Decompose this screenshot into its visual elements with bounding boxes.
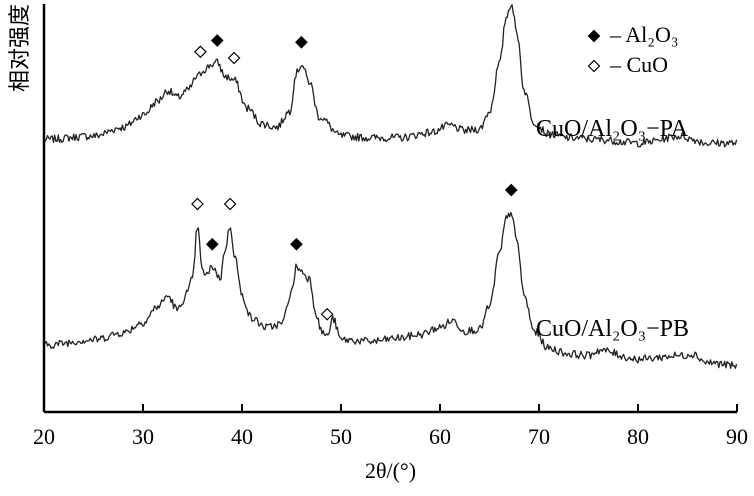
- series-labels: CuO/Al₂O₃−PA CuO/Al₂O₃−PB: [536, 116, 689, 342]
- al2o3-peak-marker: [290, 237, 303, 251]
- y-axis-label: 相对强度: [7, 4, 32, 92]
- legend-label: – Al₂O₃: [609, 22, 679, 47]
- series-layer: [43, 4, 738, 369]
- legend-label: – CuO: [609, 52, 668, 77]
- series-line-1: [43, 4, 738, 148]
- cuo-peak-marker: [320, 307, 334, 321]
- x-tick-label: 30: [132, 424, 154, 449]
- al2o3-peak-marker: [205, 237, 219, 251]
- x-ticks: 20 30 40 50 60 70 80 90: [33, 404, 748, 449]
- al2o3-peak-marker: [504, 183, 518, 197]
- legend: – Al₂O₃ – CuO: [587, 22, 679, 77]
- x-tick-label: 60: [429, 424, 451, 449]
- series-label-2: CuO/Al₂O₃−PB: [536, 316, 689, 342]
- al2o3-peak-marker: [295, 35, 308, 49]
- legend-filled-diamond: [587, 29, 601, 43]
- cuo-peak-marker: [191, 197, 204, 211]
- series-line-2: [43, 211, 738, 369]
- al2o3-peak-marker: [210, 34, 224, 47]
- x-tick-label: 20: [33, 424, 55, 449]
- x-tick-label: 90: [726, 424, 748, 449]
- x-axis-label: 2θ/(°): [365, 458, 416, 483]
- cuo-peak-marker: [227, 51, 241, 65]
- series-label-1: CuO/Al₂O₃−PA: [536, 116, 689, 142]
- x-tick-label: 50: [330, 424, 352, 449]
- cuo-peak-marker: [194, 45, 207, 59]
- x-tick-label: 40: [231, 424, 253, 449]
- axes: [42, 4, 737, 414]
- x-tick-label: 80: [627, 424, 649, 449]
- cuo-peak-marker: [223, 197, 237, 211]
- x-tick-label: 70: [528, 424, 550, 449]
- peak-markers: [191, 34, 518, 321]
- legend-open-diamond: [587, 59, 601, 73]
